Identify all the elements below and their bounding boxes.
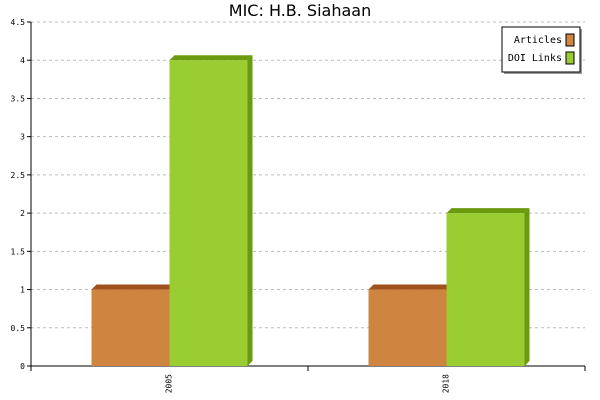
y-tick-label: 3 [20,133,25,142]
y-tick-label: 0 [20,362,25,371]
x-tick-label: 2005 [165,374,174,393]
y-tick-label: 2 [20,209,25,218]
bars [91,55,530,366]
y-tick-label: 4.5 [11,18,26,27]
bar-front [446,213,525,366]
chart-title: MIC: H.B. Siahaan [229,1,371,20]
legend: Articles DOI Links [501,26,582,74]
bar-side [524,208,530,366]
y-tick-label: 2.5 [11,171,26,180]
bar-top [446,208,530,214]
bar [368,284,452,366]
legend-label: DOI Links [508,53,562,64]
bar-front [169,60,248,366]
y-tick-label: 0.5 [11,324,26,333]
x-tick-label: 2018 [442,374,451,393]
y-tick-label: 4 [20,56,25,65]
bar-top [91,284,175,290]
y-tick-label: 1 [20,286,25,295]
bar-top [169,55,253,61]
bar-front [368,289,447,366]
y-tick-label: 3.5 [11,94,26,103]
bar [169,55,253,366]
axes: 0 0.5 1 1.5 2 2.5 3 3.5 4 4.5 2005 2018 [11,18,586,393]
y-tick-label: 1.5 [11,247,26,256]
bar-top [368,284,452,290]
bar-front [91,289,170,366]
bar-side [247,55,253,366]
legend-swatch [565,51,575,65]
legend-label: Articles [514,35,562,46]
bar [91,284,175,366]
legend-swatch [565,33,575,47]
bar [446,208,530,366]
